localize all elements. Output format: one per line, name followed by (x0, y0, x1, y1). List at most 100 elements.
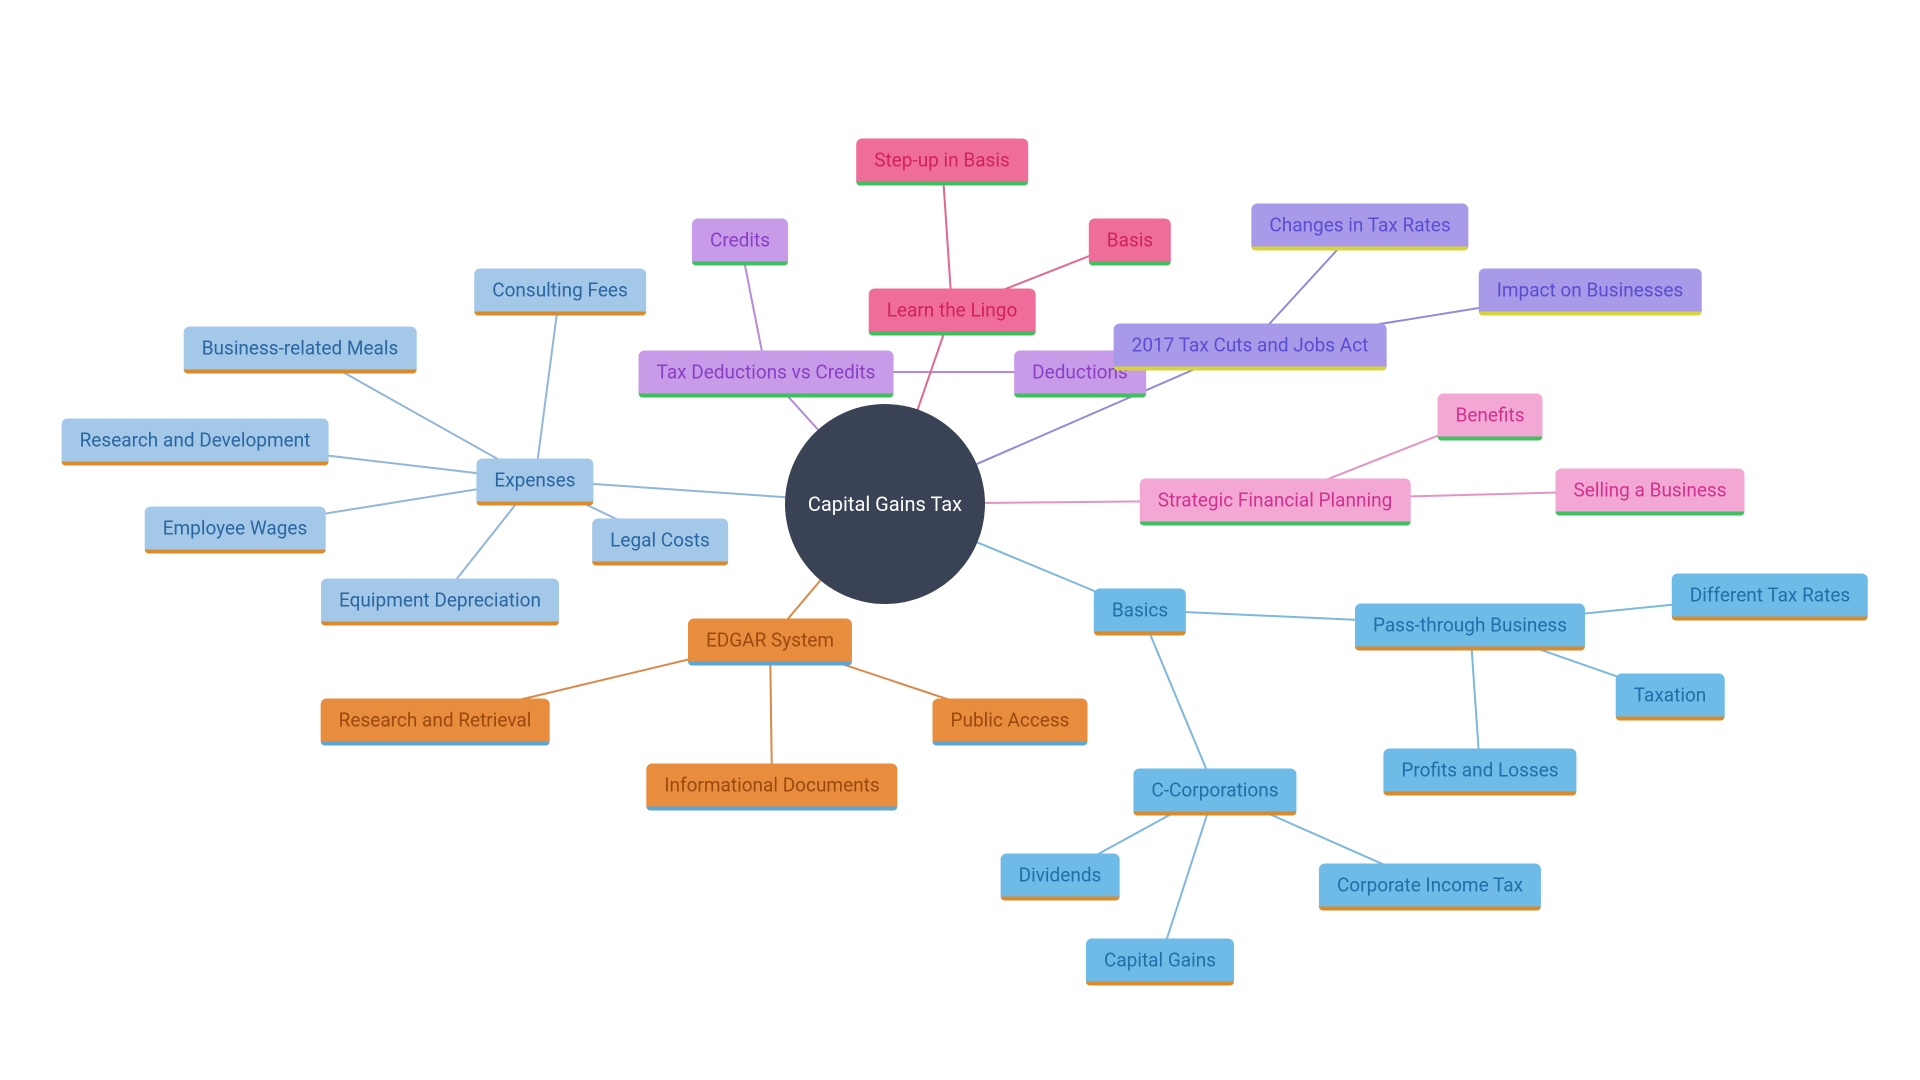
mindmap-node[interactable]: EDGAR System (688, 619, 852, 662)
node-label: Legal Costs (610, 529, 710, 552)
node-underline (1140, 522, 1411, 526)
edge (1140, 610, 1215, 790)
node-underline (1001, 897, 1120, 901)
node-label: Different Tax Rates (1690, 584, 1850, 607)
node-underline (1437, 437, 1542, 441)
mindmap-node[interactable]: Basics (1094, 589, 1186, 632)
mindmap-node[interactable]: Changes in Tax Rates (1251, 204, 1468, 247)
node-label: Tax Deductions vs Credits (657, 361, 876, 384)
node-label: Research and Development (80, 429, 311, 452)
node-underline (1479, 312, 1702, 316)
node-underline (1014, 394, 1146, 398)
node-underline (321, 742, 550, 746)
node-underline (688, 662, 852, 666)
edge (535, 290, 560, 480)
mindmap-node[interactable]: Tax Deductions vs Credits (639, 351, 894, 394)
mindmap-canvas: Capital Gains Tax Tax Deductions vs Credi… (0, 0, 1920, 1080)
mindmap-node[interactable]: Employee Wages (145, 507, 326, 550)
node-underline (856, 182, 1028, 186)
node-underline (474, 312, 646, 316)
node-underline (1089, 262, 1171, 266)
node-underline (1355, 647, 1585, 651)
node-label: Credits (710, 229, 770, 252)
mindmap-node[interactable]: Benefits (1437, 394, 1542, 437)
node-underline (1616, 717, 1725, 721)
center-node[interactable]: Capital Gains Tax (785, 404, 985, 604)
node-underline (62, 462, 329, 466)
mindmap-node[interactable]: Public Access (932, 699, 1087, 742)
node-underline (321, 622, 559, 626)
mindmap-node[interactable]: Selling a Business (1555, 469, 1744, 512)
mindmap-node[interactable]: Research and Retrieval (321, 699, 550, 742)
node-underline (592, 562, 728, 566)
node-label: Corporate Income Tax (1337, 874, 1523, 897)
node-label: EDGAR System (706, 629, 834, 652)
node-underline (1114, 367, 1387, 371)
node-underline (476, 502, 593, 506)
mindmap-node[interactable]: Legal Costs (592, 519, 728, 562)
mindmap-node[interactable]: Corporate Income Tax (1319, 864, 1541, 907)
mindmap-node[interactable]: Business-related Meals (184, 327, 417, 370)
node-label: Equipment Depreciation (339, 589, 541, 612)
mindmap-node[interactable]: C-Corporations (1133, 769, 1296, 812)
node-label: Expenses (494, 469, 575, 492)
node-underline (646, 807, 897, 811)
mindmap-node[interactable]: Strategic Financial Planning (1140, 479, 1411, 522)
node-label: Capital Gains (1104, 949, 1216, 972)
node-label: C-Corporations (1151, 779, 1278, 802)
mindmap-node[interactable]: Learn the Lingo (869, 289, 1036, 332)
node-label: Basics (1112, 599, 1168, 622)
node-underline (145, 550, 326, 554)
mindmap-node[interactable]: Pass-through Business (1355, 604, 1585, 647)
node-label: Strategic Financial Planning (1158, 489, 1393, 512)
mindmap-node[interactable]: Expenses (476, 459, 593, 502)
node-underline (1383, 792, 1576, 796)
mindmap-node[interactable]: Consulting Fees (474, 269, 646, 312)
center-label: Capital Gains Tax (808, 492, 962, 516)
node-label: Profits and Losses (1401, 759, 1558, 782)
node-underline (869, 332, 1036, 336)
mindmap-node[interactable]: Capital Gains (1086, 939, 1234, 982)
mindmap-node[interactable]: Step-up in Basis (856, 139, 1028, 182)
mindmap-node[interactable]: Research and Development (62, 419, 329, 462)
node-underline (692, 262, 788, 266)
node-label: Learn the Lingo (887, 299, 1018, 322)
node-underline (1555, 512, 1744, 516)
node-underline (1251, 247, 1468, 251)
mindmap-node[interactable]: Credits (692, 219, 788, 262)
mindmap-node[interactable]: Equipment Depreciation (321, 579, 559, 622)
mindmap-node[interactable]: Dividends (1001, 854, 1120, 897)
node-label: Benefits (1455, 404, 1524, 427)
node-underline (184, 370, 417, 374)
node-underline (1086, 982, 1234, 986)
node-underline (1319, 907, 1541, 911)
node-label: Research and Retrieval (339, 709, 532, 732)
node-label: Business-related Meals (202, 337, 399, 360)
node-underline (932, 742, 1087, 746)
node-label: Basis (1107, 229, 1153, 252)
node-underline (1672, 617, 1868, 621)
mindmap-node[interactable]: Informational Documents (646, 764, 897, 807)
mindmap-node[interactable]: Different Tax Rates (1672, 574, 1868, 617)
mindmap-node[interactable]: 2017 Tax Cuts and Jobs Act (1114, 324, 1387, 367)
node-label: Consulting Fees (492, 279, 628, 302)
node-label: Selling a Business (1573, 479, 1726, 502)
node-underline (639, 394, 894, 398)
node-label: Informational Documents (664, 774, 879, 797)
mindmap-node[interactable]: Profits and Losses (1383, 749, 1576, 792)
node-label: Impact on Businesses (1497, 279, 1684, 302)
node-label: Employee Wages (163, 517, 308, 540)
node-label: Step-up in Basis (874, 149, 1010, 172)
node-label: Taxation (1634, 684, 1707, 707)
mindmap-node[interactable]: Basis (1089, 219, 1171, 262)
node-label: Changes in Tax Rates (1269, 214, 1450, 237)
node-underline (1133, 812, 1296, 816)
node-label: Dividends (1019, 864, 1102, 887)
mindmap-node[interactable]: Impact on Businesses (1479, 269, 1702, 312)
node-label: 2017 Tax Cuts and Jobs Act (1132, 334, 1369, 357)
edge (1160, 790, 1215, 960)
node-label: Public Access (950, 709, 1069, 732)
node-label: Pass-through Business (1373, 614, 1567, 637)
node-underline (1094, 632, 1186, 636)
mindmap-node[interactable]: Taxation (1616, 674, 1725, 717)
